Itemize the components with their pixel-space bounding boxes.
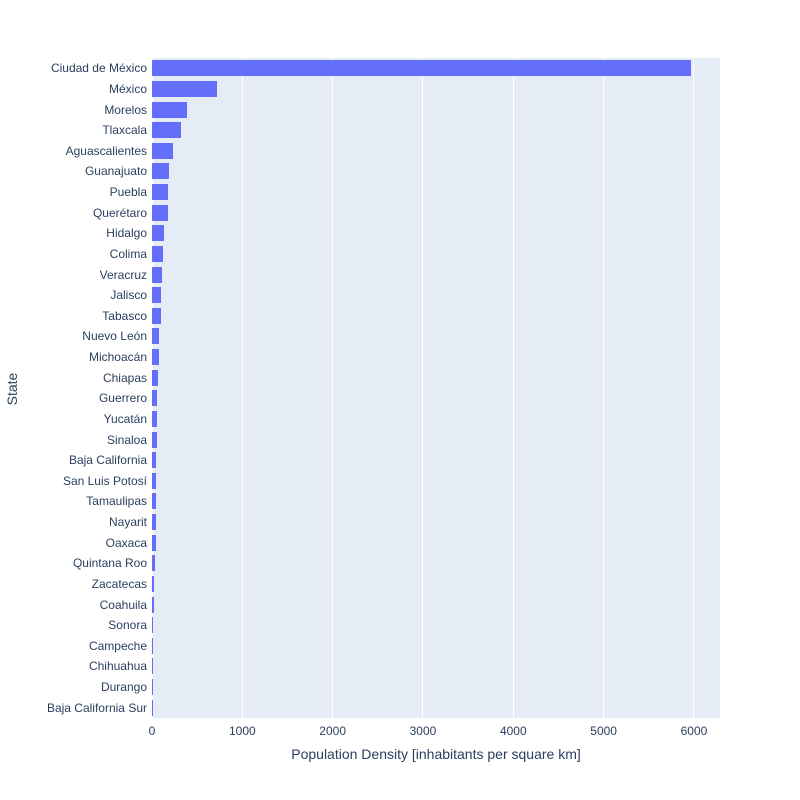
bar-hidalgo[interactable] bbox=[152, 225, 165, 242]
gridline bbox=[332, 58, 334, 718]
plot-area[interactable] bbox=[151, 58, 720, 718]
bar-baja-california[interactable] bbox=[152, 452, 157, 469]
y-tick-label: Sonora bbox=[108, 618, 147, 633]
y-tick-label: Campeche bbox=[88, 638, 147, 653]
x-tick-label: 4000 bbox=[499, 724, 527, 738]
gridline bbox=[693, 58, 695, 718]
y-tick-label: Baja California Sur bbox=[46, 700, 147, 715]
bar-michoacán[interactable] bbox=[152, 349, 160, 366]
y-tick-label: Guanajuato bbox=[84, 164, 147, 179]
y-tick-label: Colima bbox=[109, 246, 147, 261]
y-tick-label: Querétaro bbox=[92, 205, 147, 220]
y-tick-label: Coahuila bbox=[99, 597, 147, 612]
y-tick-label: Baja California bbox=[68, 453, 147, 468]
bar-sinaloa[interactable] bbox=[152, 431, 157, 448]
bar-sonora[interactable] bbox=[152, 617, 154, 634]
y-tick-label: Guerrero bbox=[98, 391, 147, 406]
bar-quintana-roo[interactable] bbox=[152, 555, 156, 572]
y-tick-label: Michoacán bbox=[88, 350, 147, 365]
y-tick-label: Ciudad de México bbox=[50, 61, 147, 76]
bar-durango[interactable] bbox=[152, 679, 154, 696]
bar-guanajuato[interactable] bbox=[152, 163, 170, 180]
x-tick-label: 5000 bbox=[590, 724, 617, 738]
y-tick-label: Durango bbox=[100, 680, 147, 695]
y-tick-label: México bbox=[108, 81, 147, 96]
y-tick-label: Tamaulipas bbox=[86, 494, 147, 509]
bar-puebla[interactable] bbox=[152, 184, 169, 201]
x-tick-label: 0 bbox=[148, 724, 156, 738]
bar-nuevo-león[interactable] bbox=[152, 328, 160, 345]
gridline bbox=[151, 58, 153, 718]
y-tick-label: Morelos bbox=[104, 102, 147, 117]
gridline bbox=[241, 58, 243, 718]
plot-background bbox=[152, 58, 720, 718]
bar-veracruz[interactable] bbox=[152, 266, 163, 283]
y-tick-label: Tabasco bbox=[102, 308, 147, 323]
bar-aguascalientes[interactable] bbox=[152, 142, 174, 159]
bar-guerrero[interactable] bbox=[152, 390, 158, 407]
bar-campeche[interactable] bbox=[152, 637, 154, 654]
bar-nayarit[interactable] bbox=[152, 514, 156, 531]
y-tick-label: Yucatán bbox=[103, 411, 147, 426]
bar-oaxaca[interactable] bbox=[152, 534, 156, 551]
x-axis-title: Population Density [inhabitants per squa… bbox=[291, 746, 581, 762]
y-tick-label: Oaxaca bbox=[105, 535, 147, 550]
gridline bbox=[512, 58, 514, 718]
bar-chiapas[interactable] bbox=[152, 369, 159, 386]
bar-colima[interactable] bbox=[152, 245, 164, 262]
y-tick-label: Tlaxcala bbox=[102, 123, 147, 138]
bar-querétaro[interactable] bbox=[152, 204, 168, 221]
bar-yucatán[interactable] bbox=[152, 410, 157, 427]
bar-tamaulipas[interactable] bbox=[152, 493, 156, 510]
x-tick-label: 2000 bbox=[319, 724, 347, 738]
x-tick-label: 6000 bbox=[680, 724, 708, 738]
gridline bbox=[603, 58, 605, 718]
bar-tlaxcala[interactable] bbox=[152, 122, 181, 139]
y-tick-label: Zacatecas bbox=[91, 576, 147, 591]
bar-morelos[interactable] bbox=[152, 101, 188, 118]
gridline bbox=[422, 58, 424, 718]
y-tick-label: Aguascalientes bbox=[65, 143, 147, 158]
y-tick-label: Quintana Roo bbox=[72, 556, 147, 571]
bar-baja-california-sur[interactable] bbox=[152, 699, 153, 716]
y-tick-label: San Luis Potosí bbox=[62, 473, 147, 488]
y-tick-label: Chihuahua bbox=[88, 659, 147, 674]
y-tick-label: Puebla bbox=[109, 185, 147, 200]
bar-zacatecas[interactable] bbox=[152, 575, 154, 592]
y-tick-label: Jalisco bbox=[110, 288, 147, 303]
x-tick-label: 3000 bbox=[409, 724, 437, 738]
y-tick-label: Sinaloa bbox=[106, 432, 147, 447]
bar-tabasco[interactable] bbox=[152, 307, 161, 324]
y-tick-label: Nayarit bbox=[108, 515, 147, 530]
bar-ciudad-de-méxico[interactable] bbox=[152, 60, 691, 77]
bar-san-luis-potosí[interactable] bbox=[152, 472, 157, 489]
y-tick-label: Chiapas bbox=[102, 370, 147, 385]
bar-jalisco[interactable] bbox=[152, 287, 162, 304]
y-tick-label: Nuevo León bbox=[82, 329, 147, 344]
y-tick-label: Veracruz bbox=[99, 267, 147, 282]
x-tick-label: 1000 bbox=[228, 724, 256, 738]
bar-coahuila[interactable] bbox=[152, 596, 154, 613]
bar-chihuahua[interactable] bbox=[152, 658, 154, 675]
y-tick-label: Hidalgo bbox=[106, 226, 147, 241]
bar-méxico[interactable] bbox=[152, 80, 218, 97]
